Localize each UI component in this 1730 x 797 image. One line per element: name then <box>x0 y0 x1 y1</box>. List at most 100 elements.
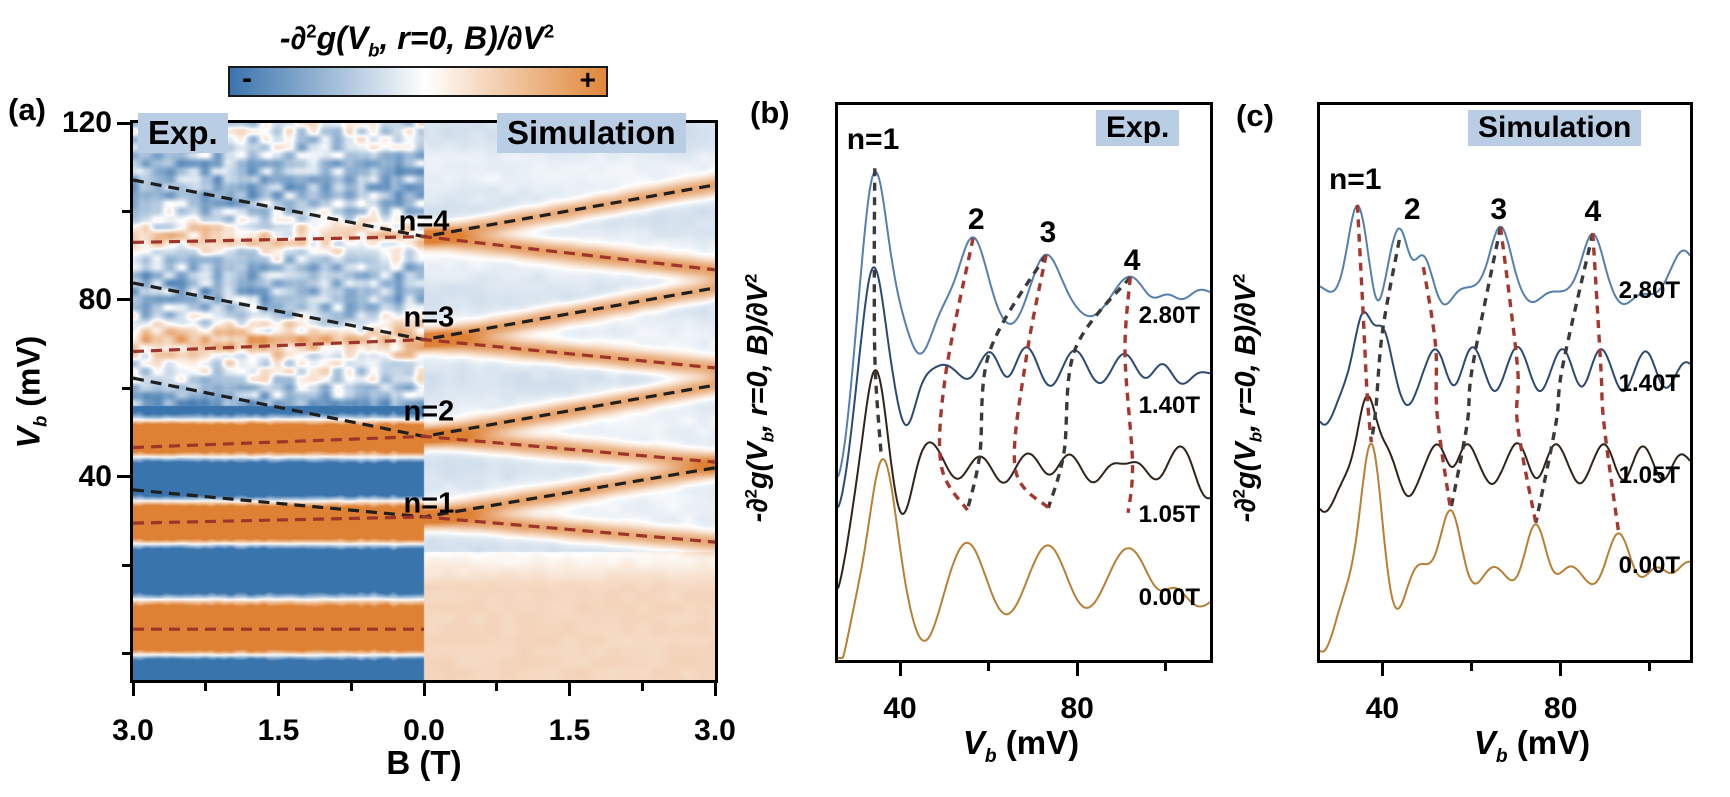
panel-b-ylabel-part: g(V <box>741 442 774 489</box>
y-axis-tick-label: 80 <box>78 282 112 316</box>
x-axis-major-tick <box>131 683 135 696</box>
peak-connector-red-dashed <box>1123 276 1135 514</box>
peak-number-label: n=1 <box>1328 162 1382 196</box>
x-axis-tick-label: 1.5 <box>257 714 300 747</box>
x-axis-minor-tick <box>204 683 208 691</box>
x-axis-major-tick <box>1380 663 1384 676</box>
x-axis-major-tick <box>713 683 717 696</box>
vb-label-v: V <box>962 724 985 762</box>
panel-c-simulation-badge: Simulation <box>1468 110 1642 146</box>
panel-c-y-axis-title: -∂2g(Vb, r=0, B)/∂V2 <box>1229 274 1266 523</box>
x-axis-tick-label: 0.0 <box>403 714 445 747</box>
peak-connector-black-dashed <box>965 254 1048 511</box>
landau-guide-red-dashed <box>132 337 716 370</box>
panel-b-ylabel-sub: b <box>758 431 778 443</box>
x-axis-major-tick <box>1559 663 1563 676</box>
curve-2.80T <box>1319 204 1691 306</box>
panel-b-ylabel-sup: 2 <box>741 273 761 284</box>
landau-guide-red-dashed <box>132 234 716 272</box>
panel-a-simulation-badge: Simulation <box>497 113 686 153</box>
y-axis-tick-label: 40 <box>78 459 112 493</box>
curve-field-label: 2.80T <box>1618 276 1680 304</box>
curve-1.40T <box>1319 311 1691 426</box>
x-axis-tick-label: 40 <box>883 692 917 725</box>
curve-field-label: 0.00T <box>1138 583 1200 611</box>
panel-b-plot <box>837 168 1211 659</box>
x-axis-tick-label: 40 <box>1365 692 1400 725</box>
panel-b-y-axis-title: -∂2g(Vb, r=0, B)/∂V2 <box>741 274 778 523</box>
colorbar-title-sup: 2 <box>306 20 317 42</box>
panel-c-ylabel-sup: 2 <box>1229 273 1249 284</box>
panel-c-ylabel-part: , r=0, B)/∂V <box>1229 283 1262 432</box>
y-axis-major-tick <box>117 121 130 125</box>
panel-a-x-axis-title: B (T) <box>386 744 462 781</box>
peak-number-label: 2 <box>967 202 985 236</box>
vb-label-unit: (mV) <box>10 335 47 416</box>
curve-field-label: 1.05T <box>1138 501 1200 529</box>
panel-a-tag: (a) <box>8 92 46 127</box>
peak-connector-red-dashed <box>1421 266 1453 511</box>
y-axis-minor-tick <box>122 386 130 390</box>
curve-field-label: 1.05T <box>1618 461 1680 489</box>
y-axis-minor-tick <box>122 651 130 655</box>
panel-b-x-axis-title: Vb (mV) <box>963 724 1079 768</box>
panel-b-exp-badge: Exp. <box>1096 110 1180 146</box>
peak-connector-red-dashed <box>1498 226 1538 524</box>
vb-label-v: V <box>10 427 47 449</box>
x-axis-tick-label: 3.0 <box>694 714 736 747</box>
y-axis-major-tick <box>117 475 130 479</box>
vb-label-sub: b <box>1495 745 1508 767</box>
panel-b-ylabel-sup: 2 <box>741 488 761 499</box>
x-axis-major-tick <box>568 683 571 696</box>
y-axis-tick-label: 120 <box>61 106 112 139</box>
x-axis-tick-label: 80 <box>1060 692 1094 725</box>
panel-b-tag: (b) <box>750 95 790 130</box>
peak-connector-red-dashed <box>1591 233 1621 534</box>
y-axis-major-tick <box>117 298 130 302</box>
x-axis-tick-label: 3.0 <box>112 714 154 747</box>
colorbar-title-part: -∂ <box>279 20 307 56</box>
vb-label-sub: b <box>984 745 997 767</box>
x-axis-major-tick <box>277 683 280 696</box>
colorbar-minus-label: - <box>242 62 252 95</box>
landau-guide-red-dashed <box>132 434 716 464</box>
x-axis-tick-label: 1.5 <box>548 714 591 747</box>
colorbar-title-part: , r=0, B)/∂V <box>379 20 544 56</box>
peak-connector-black-dashed <box>1046 276 1132 509</box>
curve-0.00T <box>1319 442 1690 653</box>
curve-0.00T <box>838 458 1211 659</box>
panel-a-y-axis-title: Vb (mV) <box>10 336 51 449</box>
x-axis-minor-tick <box>640 683 644 691</box>
peak-number-label: 4 <box>1584 195 1602 229</box>
colorbar-plus-label: + <box>579 64 596 95</box>
curve-field-label: 0.00T <box>1618 551 1680 579</box>
x-axis-minor-tick <box>495 683 499 691</box>
landau-guide-red-dashed <box>132 515 716 544</box>
colorbar-title-sup: 2 <box>543 20 555 42</box>
curve-field-label: 1.40T <box>1138 392 1200 420</box>
peak-connector-red-dashed <box>937 237 975 512</box>
panel-a-exp-badge: Exp. <box>138 113 228 153</box>
vb-label-sub: b <box>29 415 51 427</box>
panel-c-ylabel-sup: 2 <box>1229 488 1249 499</box>
curve-1.05T <box>1319 394 1691 513</box>
colorbar-gradient: - + <box>228 62 608 97</box>
x-axis-minor-tick <box>1470 663 1474 671</box>
colorbar-title-part: g(V <box>316 20 369 56</box>
panel-a-overlay <box>132 178 716 631</box>
peak-number-label: n=1 <box>846 122 900 156</box>
y-axis-minor-tick <box>122 209 130 213</box>
vb-label-v: V <box>1473 724 1496 762</box>
x-axis-major-tick <box>1075 663 1079 676</box>
panel-c-ylabel-part: -∂ <box>1229 498 1262 523</box>
peak-connector-black-dashed <box>1369 239 1401 443</box>
panel-c-ylabel-sub: b <box>1246 431 1266 443</box>
peak-number-label: 3 <box>1490 192 1508 226</box>
peak-connector-black-dashed <box>872 168 884 459</box>
peak-number-label: 4 <box>1123 243 1141 277</box>
landau-level-label: n=1 <box>403 487 455 520</box>
panel-b-ylabel-part: -∂ <box>741 498 774 523</box>
peak-number-label: 3 <box>1039 216 1057 250</box>
x-axis-minor-tick <box>1164 663 1168 671</box>
